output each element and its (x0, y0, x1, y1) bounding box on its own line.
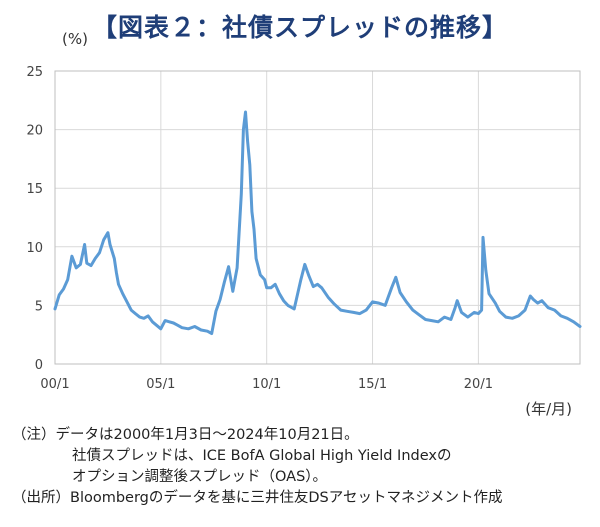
chart-notes: （注）データは2000年1月3日～2024年10月21日。 社債スプレッドは、I… (12, 425, 502, 509)
note-index-name: 社債スプレッドは、ICE BofA Global High Yield Inde… (72, 448, 452, 464)
x-axis-unit: (年/月) (525, 400, 572, 418)
y-tick-label: 15 (26, 182, 43, 197)
note-oas: オプション調整後スプレッド（OAS）。 (72, 469, 328, 485)
y-tick-label: 10 (26, 241, 43, 256)
note-data-period: （注）データは2000年1月3日～2024年10月21日。 (12, 427, 359, 443)
note-source: （出所）Bloombergのデータを基に三井住友DSアセットマネジメント作成 (12, 490, 503, 506)
y-tick-labels: 0 5 10 15 20 25 (26, 65, 43, 373)
y-axis-unit: (%) (62, 30, 88, 48)
series-line-oas (53, 110, 582, 335)
chart-title: 【図表２：社債スプレッドの推移】 (91, 13, 508, 42)
y-tick-label: 25 (26, 65, 43, 80)
plot-frame (54, 70, 581, 365)
x-tick-labels: 00/1 05/1 10/1 15/1 20/1 (40, 377, 493, 392)
x-tick-label: 20/1 (464, 377, 493, 392)
y-tick-label: 5 (35, 299, 43, 314)
y-tick-label: 0 (35, 358, 43, 373)
x-tick-label: 10/1 (252, 377, 281, 392)
x-tick-label: 05/1 (146, 377, 175, 392)
x-tick-label: 00/1 (40, 377, 69, 392)
line-chart: 0 5 10 15 20 25 00/1 05/1 10/1 15/1 20/1 (26, 65, 582, 392)
grid-lines (54, 70, 580, 365)
x-tick-label: 15/1 (358, 377, 387, 392)
y-tick-label: 20 (26, 124, 43, 139)
